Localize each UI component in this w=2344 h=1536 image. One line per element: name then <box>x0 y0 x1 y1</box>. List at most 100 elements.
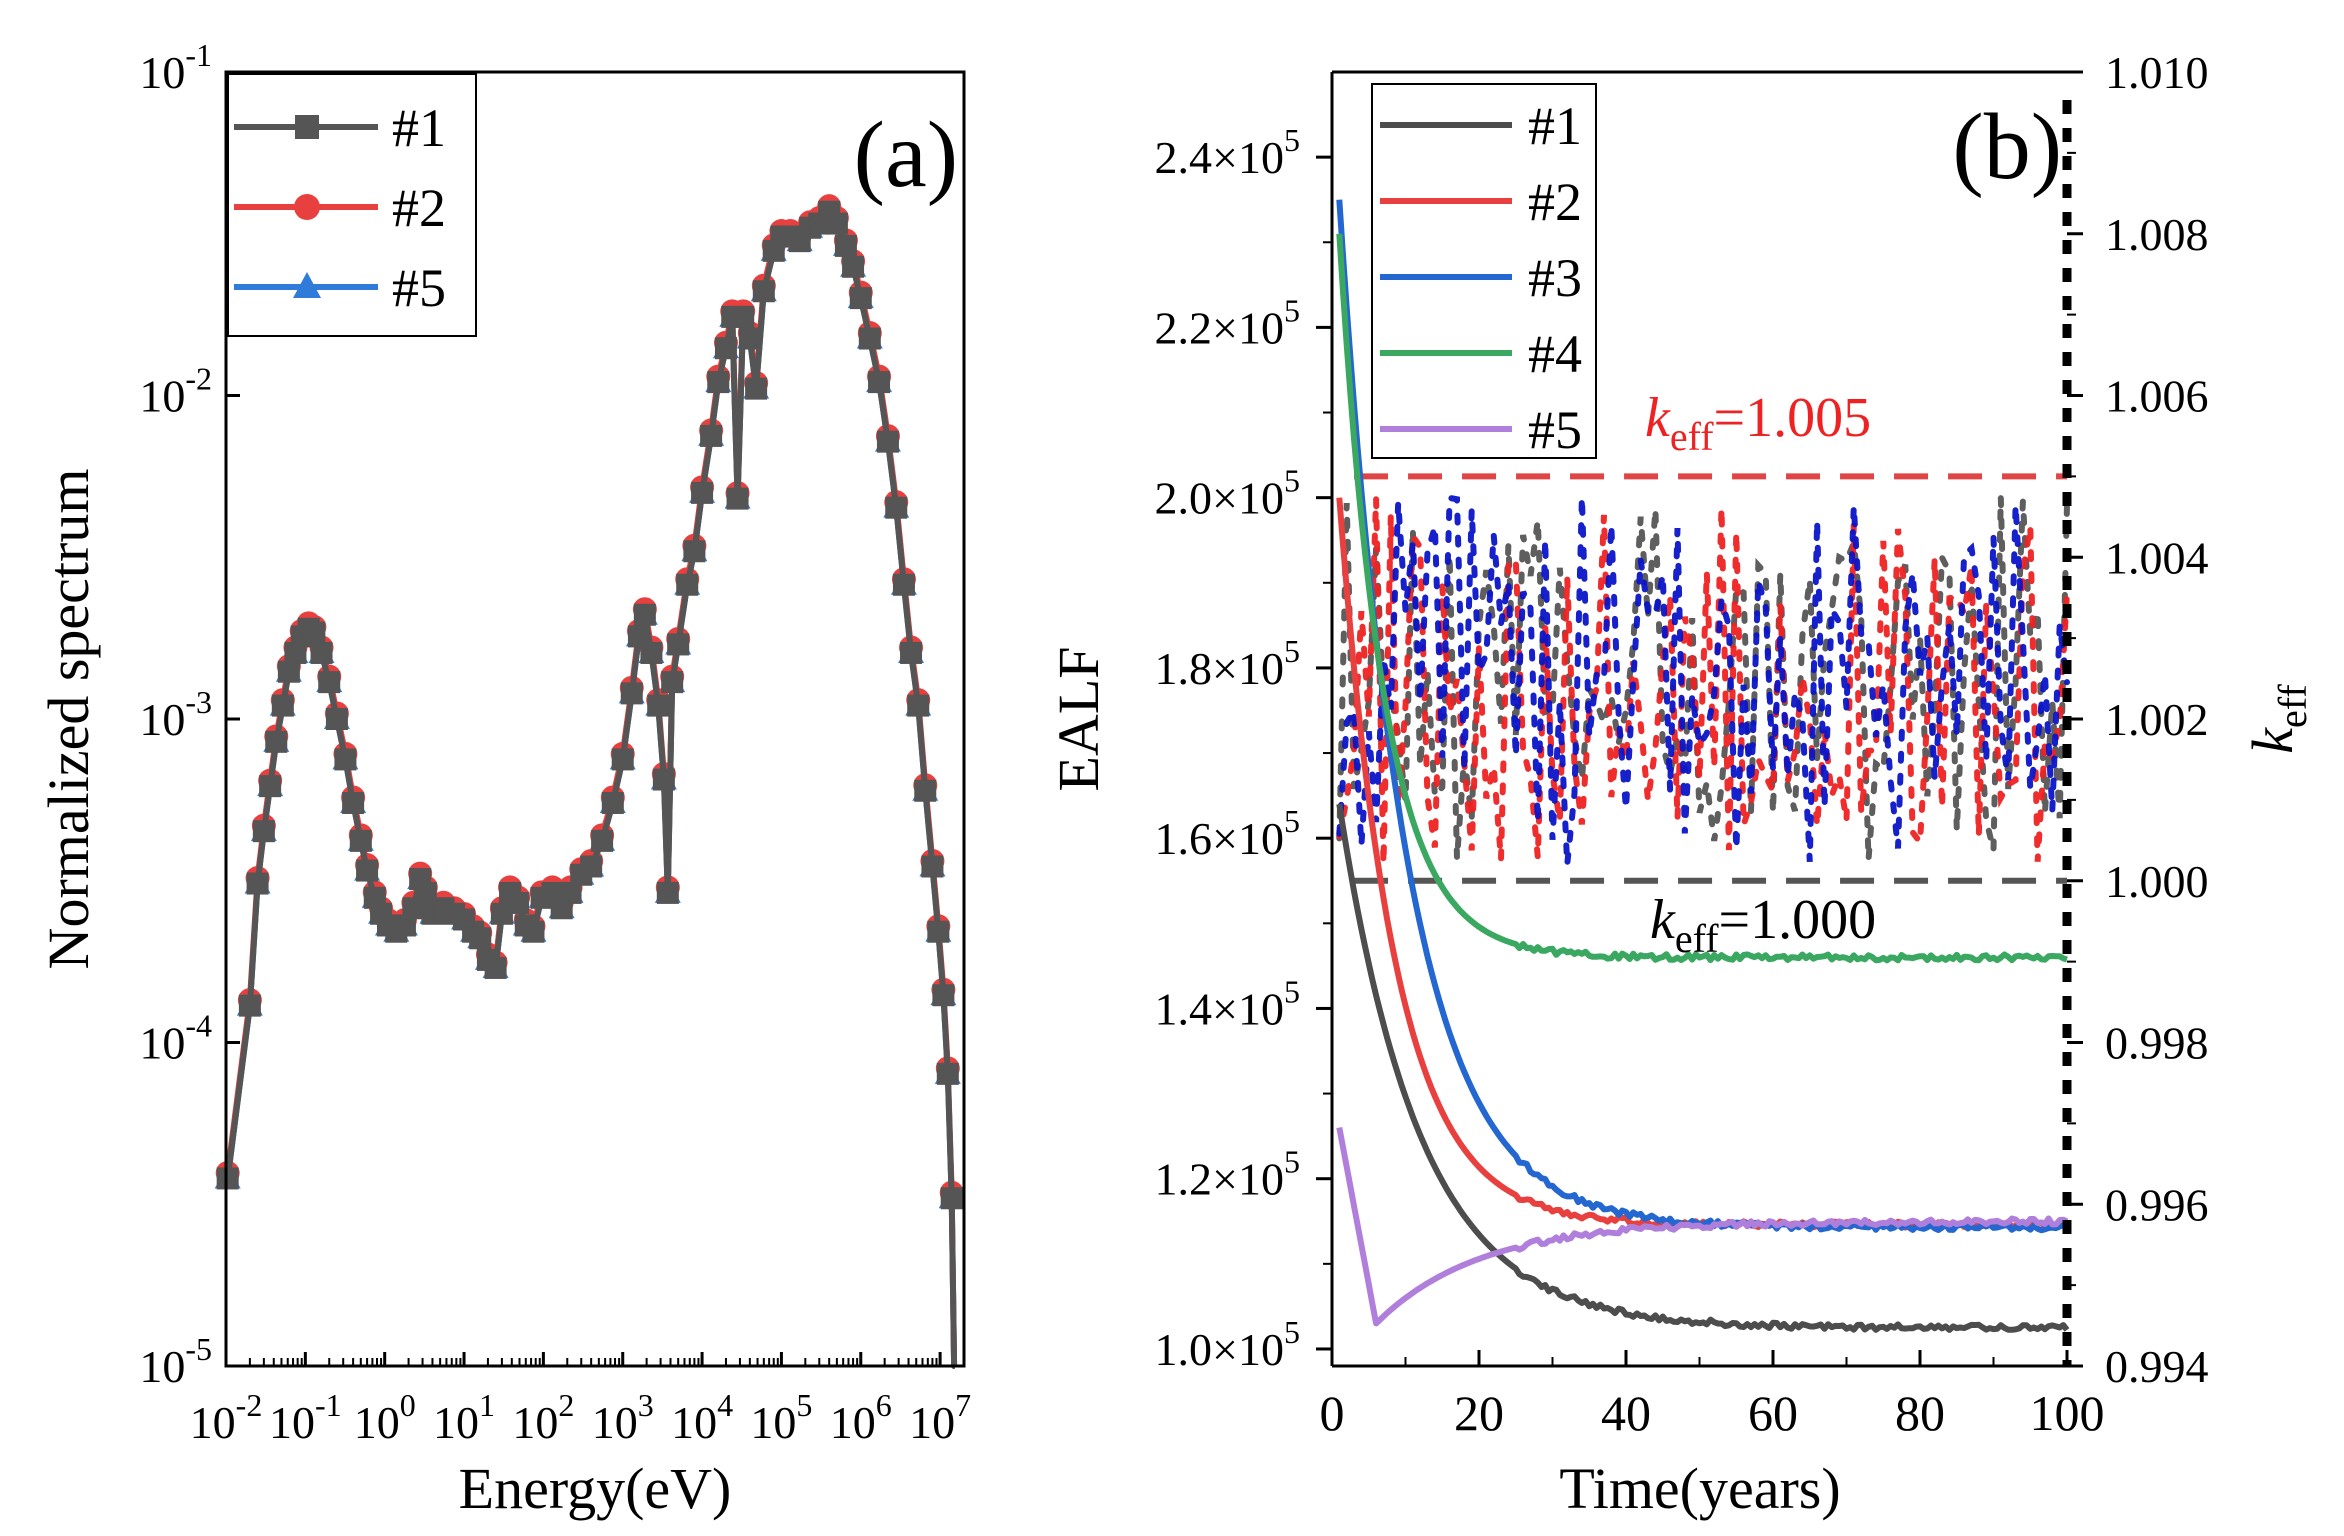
y-tick-label: 10-2 <box>139 361 212 422</box>
y-tick-label: 10-1 <box>139 37 212 98</box>
x-tick-label: 40 <box>1601 1385 1651 1441</box>
data-point <box>325 708 348 730</box>
x-tick-label: 105 <box>750 1387 812 1448</box>
data-point <box>907 694 930 717</box>
data-point <box>310 641 333 664</box>
chart-panel-b: 0 20 40 60 80 100 1.0×105 1.2×105 1.4×105 1.6×105… <box>1046 47 2315 1521</box>
data-point <box>752 280 775 303</box>
x-tick-label: 102 <box>512 1387 574 1448</box>
data-point <box>318 671 341 694</box>
x-tick-label: 101 <box>433 1387 495 1448</box>
ealf-plot-area <box>1336 199 2070 1333</box>
keff-1005-annotation: keff=1.005 <box>1645 387 1871 459</box>
data-point <box>284 641 307 664</box>
x-tick-label: 80 <box>1895 1385 1945 1441</box>
y-tick-label: 1.8×105 <box>1155 633 1300 694</box>
x-tick-label: 103 <box>592 1387 654 1448</box>
data-point <box>700 424 723 447</box>
y-tick-label: 2.0×105 <box>1155 463 1300 524</box>
data-point <box>661 671 684 694</box>
data-point <box>271 694 294 717</box>
data-point <box>858 327 881 350</box>
y2-tick-label: 1.000 <box>2105 856 2209 907</box>
data-point <box>265 730 288 753</box>
y-tick-label: 1.2×105 <box>1155 1144 1300 1205</box>
data-point <box>559 881 582 904</box>
keff-1000-annotation: keff=1.000 <box>1650 889 1876 961</box>
data-point <box>927 920 950 943</box>
data-point <box>252 820 275 843</box>
data-point <box>936 1062 959 1085</box>
data-point <box>611 748 634 771</box>
data-point <box>885 496 908 519</box>
legend-label: #1 <box>392 98 446 158</box>
legend-marker <box>295 115 319 139</box>
data-point <box>745 377 768 400</box>
legend-label: #5 <box>1528 400 1582 460</box>
x-tick-label: 107 <box>909 1387 971 1448</box>
data-point <box>356 859 379 882</box>
data-point <box>647 694 670 717</box>
data-point <box>667 633 690 656</box>
data-point <box>683 540 706 563</box>
data-point <box>627 625 650 648</box>
y2-tick-label: 1.010 <box>2105 47 2209 98</box>
x-tick-label: 100 <box>354 1387 416 1448</box>
legend-marker <box>294 194 320 220</box>
data-point <box>580 855 603 878</box>
data-point <box>640 641 663 664</box>
data-point <box>303 621 326 644</box>
data-point <box>732 305 755 328</box>
data-point <box>238 994 261 1017</box>
legend-marker <box>293 272 321 298</box>
data-point <box>522 920 545 943</box>
y2-tick-label: 1.008 <box>2105 209 2209 260</box>
ealf-y-axis-label: EALF <box>1046 647 1111 792</box>
data-point <box>469 927 492 950</box>
x-tick-label: 20 <box>1454 1385 1504 1441</box>
y2-tick-label: 0.996 <box>2105 1179 2209 1230</box>
ealf-x-axis-label: Time(years) <box>1559 1456 1840 1521</box>
data-point <box>714 337 737 360</box>
y2-tick-label: 0.994 <box>2105 1341 2209 1392</box>
data-point <box>342 791 365 814</box>
data-point <box>691 481 714 504</box>
ealf-series-n1 <box>1336 803 2070 1333</box>
data-point <box>259 775 282 798</box>
data-point <box>633 603 656 626</box>
data-point <box>620 682 643 705</box>
keff-series-n1 <box>1336 497 2070 860</box>
spectrum-legend: #1 #2 #5 <box>227 73 477 337</box>
data-point <box>834 234 857 257</box>
y2-tick-label: 1.006 <box>2105 371 2209 422</box>
panel-label-b: (b) <box>1952 95 2062 199</box>
y2-tick-label: 0.998 <box>2105 1018 2209 1069</box>
y2-tick-label: 1.002 <box>2105 694 2209 745</box>
spectrum-axes-frame <box>224 70 966 1368</box>
data-point <box>738 327 761 350</box>
data-point <box>921 855 944 878</box>
chart-panel-a: 10-2 10-1 100 101 102 103 104 105 106 10710-510-4… <box>36 37 971 1521</box>
data-point <box>414 881 437 904</box>
x-tick-label: 0 <box>1320 1385 1345 1441</box>
x-tick-label: 104 <box>671 1387 733 1448</box>
data-point <box>277 660 300 683</box>
data-point <box>484 956 507 979</box>
ealf-axis-ticks: 0 20 40 60 80 100 1.0×105 1.2×105 1.4×105 1.6×105… <box>1155 47 2209 1441</box>
ealf-legend: #1 #2 #3 #4 #5 <box>1371 83 1597 460</box>
ealf-legend-box <box>1371 83 1597 459</box>
data-point <box>868 371 891 394</box>
x-tick-label: 60 <box>1748 1385 1798 1441</box>
spectrum-x-axis-label: Energy(eV) <box>459 1456 732 1521</box>
legend-label: #5 <box>392 258 446 318</box>
y-tick-label: 1.0×105 <box>1155 1314 1300 1375</box>
x-tick-label: 106 <box>830 1387 892 1448</box>
data-point <box>652 768 675 791</box>
spectrum-y-axis-label: Normalized spectrum <box>36 469 101 970</box>
panel-label-a: (a) <box>854 103 958 207</box>
y-tick-label: 2.4×105 <box>1155 122 1300 183</box>
data-point <box>892 573 915 596</box>
legend-label: #1 <box>1528 96 1582 156</box>
legend-label: #2 <box>1528 172 1582 232</box>
data-point <box>507 891 530 914</box>
